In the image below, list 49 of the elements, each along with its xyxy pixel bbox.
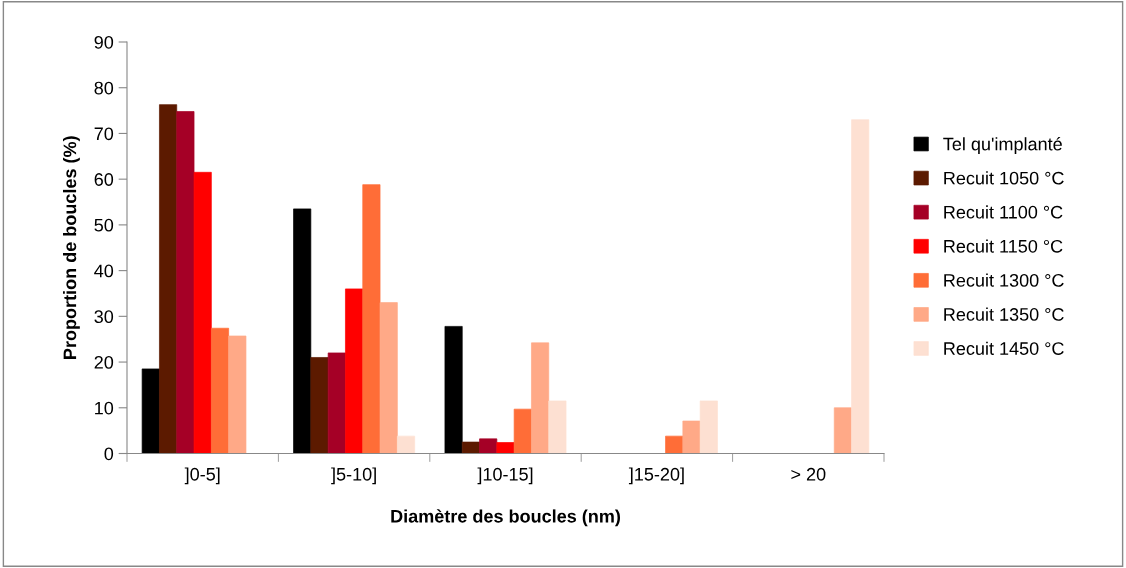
legend-label: Recuit 1050 °C bbox=[944, 171, 1064, 185]
bar bbox=[851, 119, 870, 454]
y-tick-label: 0 bbox=[104, 447, 114, 461]
bar bbox=[141, 368, 160, 454]
bar bbox=[496, 442, 515, 454]
legend-label: Recuit 1300 °C bbox=[944, 273, 1064, 287]
bar bbox=[228, 335, 247, 454]
bar bbox=[310, 357, 329, 454]
x-tick-label: ]15-20] bbox=[628, 467, 684, 485]
bar bbox=[193, 171, 212, 454]
bar bbox=[397, 435, 416, 454]
x-tick-label: ]5-10] bbox=[331, 467, 376, 485]
bar bbox=[379, 302, 398, 454]
y-tick-label: 50 bbox=[94, 218, 114, 232]
y-tick-label: 90 bbox=[94, 35, 114, 49]
y-tick-label: 80 bbox=[94, 81, 114, 95]
bar bbox=[362, 184, 381, 454]
bar bbox=[531, 342, 550, 454]
x-tick-label: > 20 bbox=[791, 467, 826, 481]
x-axis-title: Diamètre des boucles (nm) bbox=[391, 509, 620, 527]
x-tick-label: ]0-5] bbox=[184, 467, 220, 485]
x-tick-label: ]10-15] bbox=[477, 467, 533, 485]
bar bbox=[211, 327, 229, 454]
bar bbox=[833, 407, 852, 454]
legend-label: Recuit 1450 °C bbox=[944, 341, 1064, 355]
legend-label: Recuit 1150 °C bbox=[944, 239, 1063, 253]
legend-label: Recuit 1100 °C bbox=[944, 205, 1063, 219]
bar bbox=[461, 441, 480, 454]
y-tick-label: 20 bbox=[94, 355, 114, 369]
y-tick-label: 30 bbox=[94, 310, 114, 324]
bar bbox=[665, 435, 684, 454]
legend-label: Recuit 1350 °C bbox=[944, 307, 1064, 321]
y-tick-label: 40 bbox=[94, 264, 114, 278]
bar bbox=[327, 352, 346, 454]
y-axis-title: Proportion de boucles (%) bbox=[63, 136, 80, 359]
bar bbox=[159, 104, 178, 454]
y-tick-label: 60 bbox=[94, 173, 114, 186]
bar bbox=[176, 111, 195, 454]
bar bbox=[479, 438, 498, 454]
y-tick-label: 10 bbox=[95, 401, 114, 415]
bar bbox=[548, 400, 567, 454]
legend-label: Tel qu'implanté bbox=[943, 136, 1062, 155]
bar bbox=[345, 288, 364, 454]
bar bbox=[293, 208, 312, 454]
bar bbox=[444, 326, 463, 454]
y-tick-label: 70 bbox=[94, 127, 114, 141]
bar bbox=[682, 420, 701, 454]
bar bbox=[699, 400, 718, 454]
bar bbox=[513, 408, 532, 454]
